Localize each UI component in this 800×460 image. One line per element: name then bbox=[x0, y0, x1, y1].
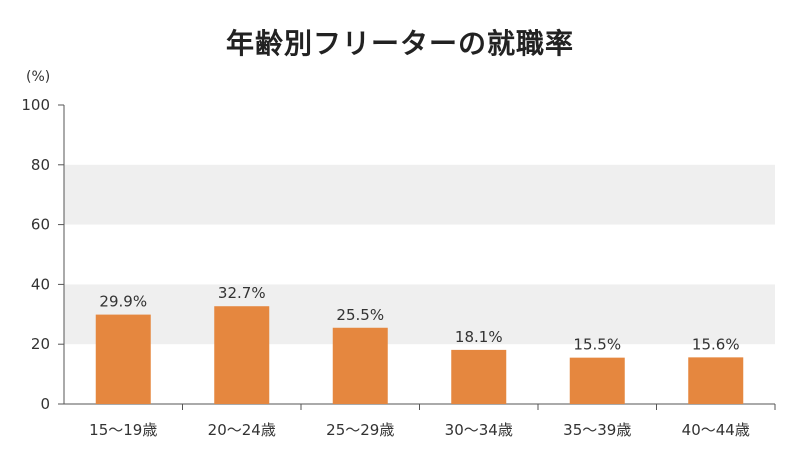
axes: 0 20 40 60 80 100 (%) bbox=[21, 69, 776, 413]
y-tick-label: 0 bbox=[40, 395, 50, 413]
grid-band bbox=[64, 164, 775, 225]
x-category-label: 40〜44歳 bbox=[682, 421, 750, 439]
grid-band bbox=[64, 284, 775, 345]
x-category-label: 30〜34歳 bbox=[445, 421, 513, 439]
bar-value-label: 15.5% bbox=[573, 336, 621, 354]
bar-value-label: 29.9% bbox=[99, 293, 147, 311]
bars bbox=[95, 306, 744, 404]
bar-value-label: 32.7% bbox=[218, 284, 266, 302]
x-category-label: 20〜24歳 bbox=[208, 421, 276, 439]
y-tick-label: 20 bbox=[31, 335, 50, 353]
y-tick-label: 100 bbox=[21, 96, 50, 114]
y-tick-label: 80 bbox=[31, 156, 50, 174]
y-unit-label: (%) bbox=[26, 69, 50, 85]
bar bbox=[688, 357, 744, 404]
bar bbox=[451, 349, 507, 404]
grid-bands bbox=[64, 164, 775, 345]
bar bbox=[332, 327, 388, 404]
bar-value-label: 15.6% bbox=[692, 335, 740, 353]
bar bbox=[95, 314, 151, 404]
labels: 29.9% 15〜19歳 32.7% 20〜24歳 25.5% 25〜29歳 18.1% 30… bbox=[89, 284, 750, 439]
chart-title: 年齢別フリーターの就職率 bbox=[225, 27, 574, 60]
x-category-label: 35〜39歳 bbox=[563, 421, 631, 439]
y-tick-label: 60 bbox=[31, 216, 50, 234]
bar bbox=[569, 357, 625, 404]
x-category-label: 15〜19歳 bbox=[89, 421, 157, 439]
bar bbox=[214, 306, 270, 404]
y-tick-label: 40 bbox=[31, 275, 50, 293]
bar-value-label: 18.1% bbox=[455, 328, 503, 346]
x-category-label: 25〜29歳 bbox=[326, 421, 394, 439]
bar-value-label: 25.5% bbox=[336, 306, 384, 324]
